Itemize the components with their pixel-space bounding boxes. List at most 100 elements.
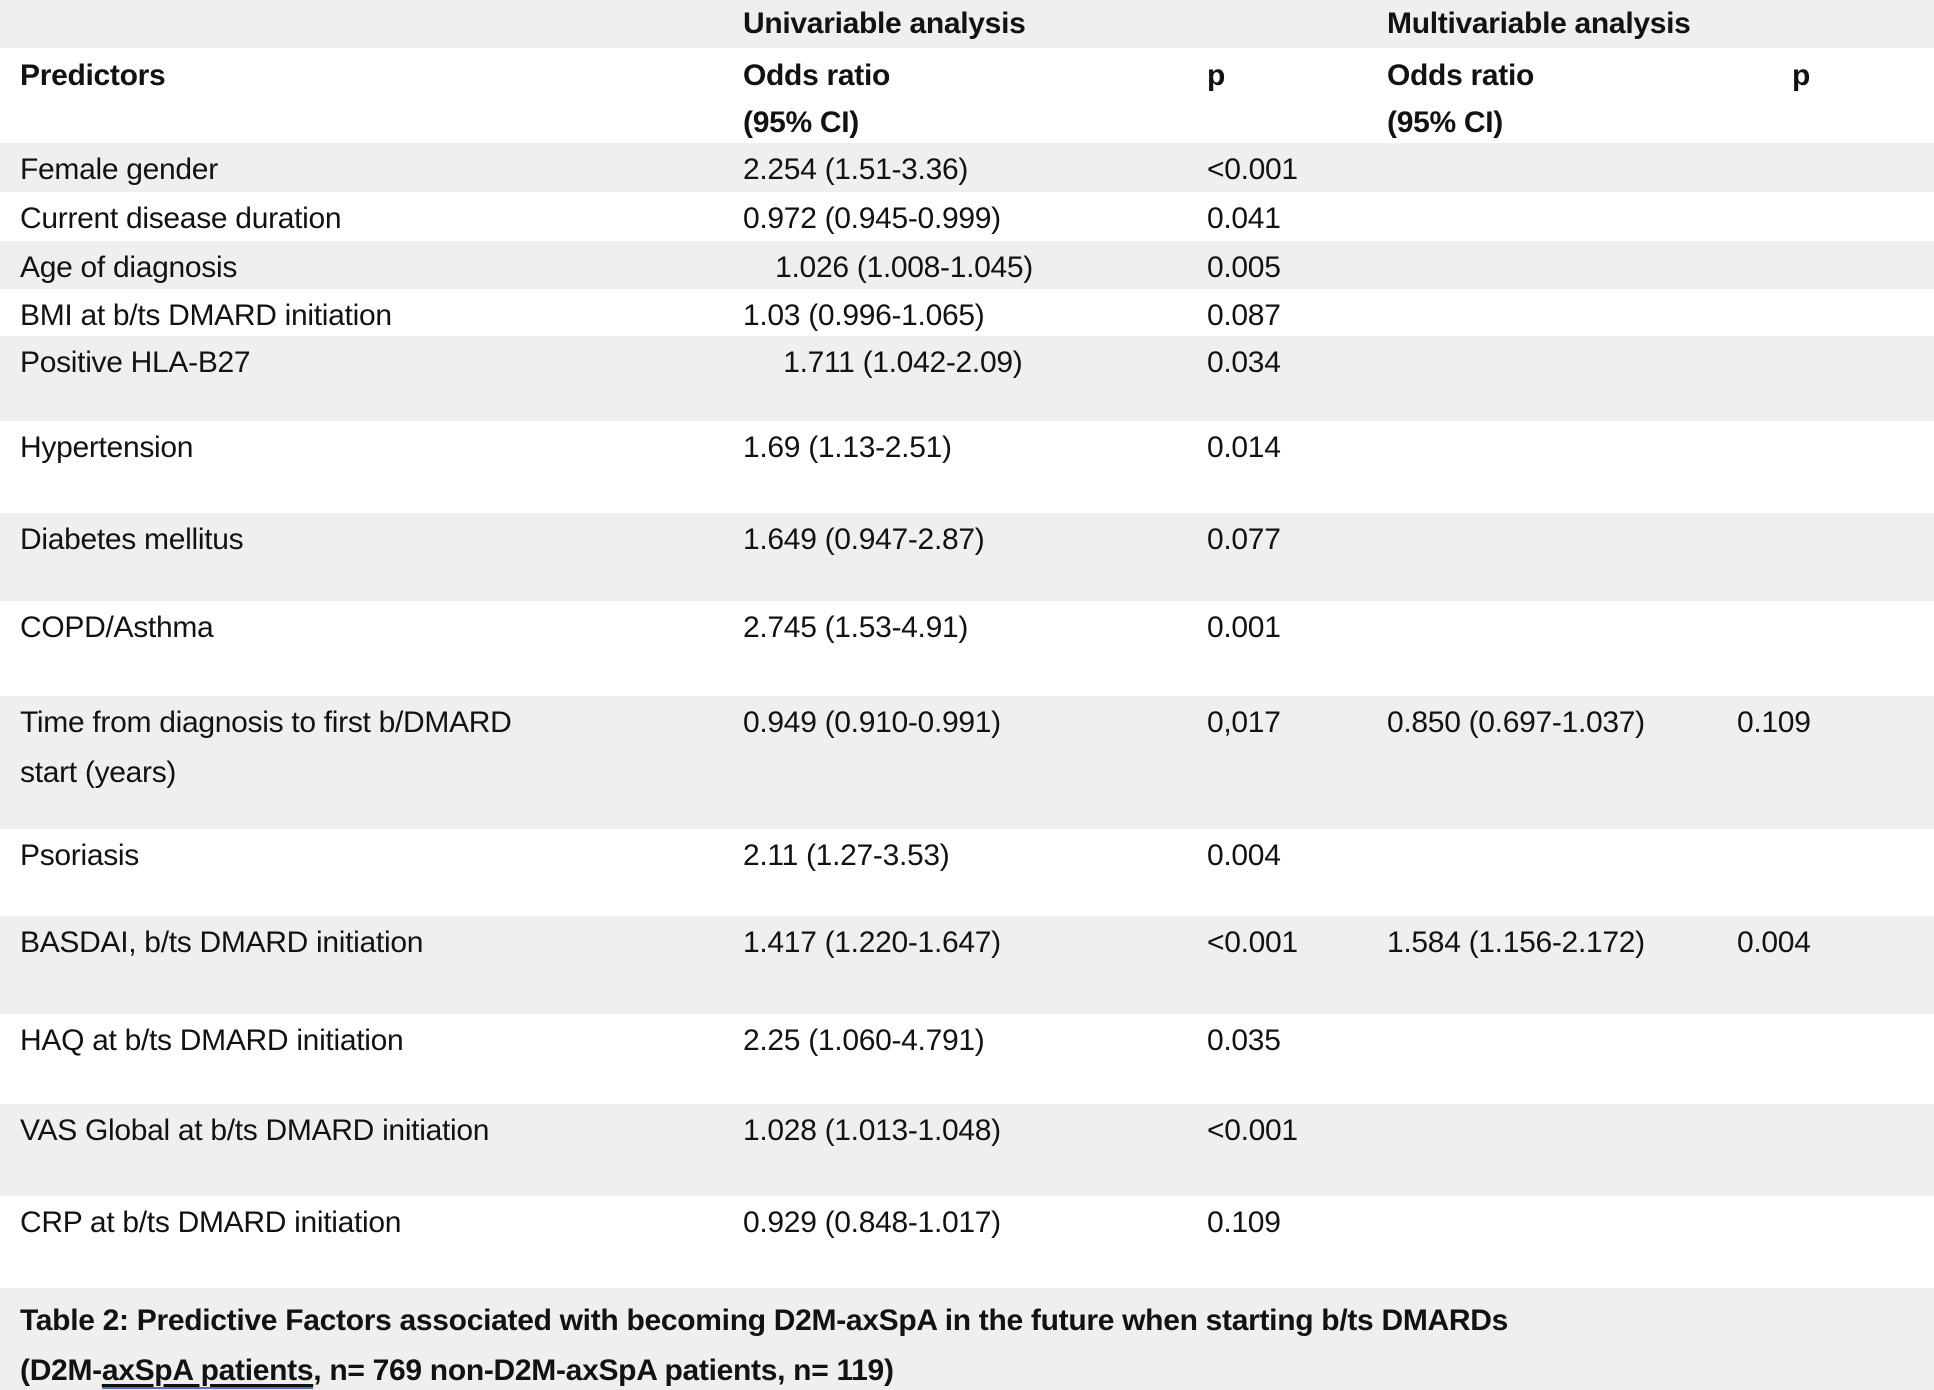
- predictor-cell: Female gender: [20, 153, 218, 186]
- caption-line-2: (D2M-axSpA patients, n= 769 non-D2M-axSp…: [20, 1346, 1914, 1390]
- caption-line2-suffix: , n= 769 non-D2M-axSpA patients, n= 119): [313, 1354, 894, 1387]
- multivariable-p-cell: [1734, 421, 1934, 513]
- multivariable-p-cell: [1734, 336, 1934, 421]
- multivariable-odds-ratio-cell: [1384, 1196, 1734, 1281]
- multivariable-p-cell: [1734, 1014, 1934, 1104]
- table-row: HAQ at b/ts DMARD initiation 2.25 (1.060…: [0, 1014, 1934, 1104]
- multivariable-odds-ratio-cell: [1384, 513, 1734, 601]
- predictor-cell: Diabetes mellitus: [20, 523, 244, 556]
- multivariable-p-cell: [1734, 829, 1934, 916]
- caption-line2-prefix: (D2M-: [20, 1354, 102, 1387]
- analysis-group-header-row: Univariable analysis Multivariable analy…: [0, 0, 1934, 48]
- table-row: COPD/Asthma 2.745 (1.53-4.91) 0.001: [0, 601, 1934, 696]
- univariable-odds-ratio-cell: 1.69 (1.13-2.51): [743, 431, 952, 464]
- univariable-p-cell: 0.005: [1207, 251, 1281, 284]
- univariable-p-column-header: p: [1207, 59, 1226, 92]
- multivariable-odds-ratio-cell: [1384, 192, 1734, 241]
- predictor-cell: Positive HLA-B27: [20, 346, 251, 379]
- univariable-odds-ratio-cell: 1.711 (1.042-2.09): [743, 346, 1023, 379]
- table-body: Female gender 2.254 (1.51-3.36) <0.001 C…: [0, 143, 1934, 1281]
- univariable-p-cell: 0.001: [1207, 611, 1281, 644]
- multivariable-analysis-header: Multivariable analysis: [1387, 7, 1691, 40]
- caption-underlined-term-text: axSpA patients: [101, 1354, 314, 1387]
- multivariable-p-cell: [1734, 143, 1934, 192]
- column-header-row: Predictors Odds ratio (95% CI) p Odds ra…: [0, 48, 1934, 143]
- table-row: Diabetes mellitus 1.649 (0.947-2.87) 0.0…: [0, 513, 1934, 601]
- univariable-p-cell: 0.087: [1207, 299, 1281, 332]
- univariable-odds-ratio-cell: 1.026 (1.008-1.045): [743, 251, 1033, 284]
- table-row: BMI at b/ts DMARD initiation 1.03 (0.996…: [0, 289, 1934, 336]
- predictor-cell: Psoriasis: [20, 839, 139, 872]
- predictor-cell: Age of diagnosis: [20, 251, 238, 284]
- predictor-cell: BMI at b/ts DMARD initiation: [20, 299, 392, 332]
- multivariable-odds-ratio-cell: [1384, 1014, 1734, 1104]
- table-row: Hypertension 1.69 (1.13-2.51) 0.014: [0, 421, 1934, 513]
- univariable-odds-ratio-cell: 2.25 (1.060-4.791): [743, 1024, 985, 1057]
- predictor-cell: Current disease duration: [20, 202, 342, 235]
- table-caption: Table 2: Predictive Factors associated w…: [0, 1288, 1934, 1390]
- univariable-p-cell: <0.001: [1207, 926, 1298, 959]
- univariable-p-cell: <0.001: [1207, 1114, 1298, 1147]
- univariable-odds-ratio-cell: 1.417 (1.220-1.647): [743, 926, 1001, 959]
- predictor-cell: CRP at b/ts DMARD initiation: [20, 1206, 402, 1239]
- univariable-p-cell: 0.041: [1207, 202, 1281, 235]
- univariable-analysis-header: Univariable analysis: [743, 7, 1026, 40]
- univariable-p-cell: <0.001: [1207, 153, 1298, 186]
- table-row: BASDAI, b/ts DMARD initiation 1.417 (1.2…: [0, 916, 1934, 1014]
- multivariable-odds-ratio-cell: [1384, 289, 1734, 336]
- multivariable-p-cell: [1734, 241, 1934, 289]
- univariable-p-cell: 0.034: [1207, 346, 1281, 379]
- multivariable-odds-ratio-cell: [1384, 601, 1734, 696]
- table-row: Time from diagnosis to first b/DMARD sta…: [0, 696, 1934, 829]
- univariable-p-cell: 0.004: [1207, 839, 1281, 872]
- univariable-p-cell: 0.109: [1207, 1206, 1281, 1239]
- multivariable-p-cell: [1734, 601, 1934, 696]
- table-row: Positive HLA-B27 1.711 (1.042-2.09) 0.03…: [0, 336, 1934, 421]
- predictors-column-header: Predictors: [20, 59, 166, 92]
- predictor-cell: COPD/Asthma: [20, 611, 214, 644]
- univariable-odds-ratio-cell: 1.03 (0.996-1.065): [743, 299, 985, 332]
- multivariable-p-column-header: p: [1792, 59, 1811, 92]
- table-row: Psoriasis 2.11 (1.27-3.53) 0.004: [0, 829, 1934, 916]
- multivariable-p-cell: [1734, 1196, 1934, 1281]
- multivariable-odds-ratio-cell: [1384, 143, 1734, 192]
- caption-underlined-term: axSpA patients: [101, 1354, 314, 1390]
- univariable-odds-ratio-cell: 2.745 (1.53-4.91): [743, 611, 969, 644]
- univariable-odds-ratio-cell: 2.254 (1.51-3.36): [743, 153, 969, 186]
- univariable-odds-ratio-cell: 0.949 (0.910-0.991): [743, 706, 1001, 739]
- multivariable-odds-ratio-column-header: Odds ratio (95% CI): [1387, 59, 1535, 139]
- univariable-p-cell: 0,017: [1207, 706, 1281, 739]
- univariable-odds-ratio-cell: 1.649 (0.947-2.87): [743, 523, 985, 556]
- group-header-empty-cell: [1204, 0, 1384, 48]
- univariable-odds-ratio-cell: 1.028 (1.013-1.048): [743, 1114, 1001, 1147]
- predictor-cell: BASDAI, b/ts DMARD initiation: [20, 926, 424, 959]
- univariable-odds-ratio-cell: 0.972 (0.945-0.999): [743, 202, 1001, 235]
- multivariable-odds-ratio-cell: 1.584 (1.156-2.172): [1387, 926, 1645, 959]
- multivariable-odds-ratio-cell: 0.850 (0.697-1.037): [1387, 706, 1645, 739]
- group-header-empty-cell: [1734, 0, 1934, 48]
- multivariable-p-cell: [1734, 1104, 1934, 1196]
- multivariable-odds-ratio-cell: [1384, 829, 1734, 916]
- univariable-p-cell: 0.077: [1207, 523, 1281, 556]
- table-row: Age of diagnosis 1.026 (1.008-1.045) 0.0…: [0, 241, 1934, 289]
- multivariable-p-cell: 0.004: [1737, 926, 1811, 959]
- table-row: Current disease duration 0.972 (0.945-0.…: [0, 192, 1934, 241]
- table-caption-gap: [0, 1281, 1934, 1288]
- multivariable-odds-ratio-cell: [1384, 1104, 1734, 1196]
- univariable-odds-ratio-cell: 0.929 (0.848-1.017): [743, 1206, 1001, 1239]
- group-header-empty-cell: [0, 0, 740, 48]
- caption-line-1: Table 2: Predictive Factors associated w…: [20, 1304, 1509, 1337]
- multivariable-odds-ratio-cell: [1384, 421, 1734, 513]
- univariable-p-cell: 0.035: [1207, 1024, 1281, 1057]
- table-row: VAS Global at b/ts DMARD initiation 1.02…: [0, 1104, 1934, 1196]
- multivariable-p-cell: [1734, 289, 1934, 336]
- table-row: Female gender 2.254 (1.51-3.36) <0.001: [0, 143, 1934, 192]
- multivariable-odds-ratio-cell: [1384, 336, 1734, 421]
- predictor-cell: Hypertension: [20, 431, 194, 464]
- univariable-odds-ratio-cell: 2.11 (1.27-3.53): [743, 839, 950, 872]
- multivariable-p-cell: 0.109: [1737, 706, 1811, 739]
- univariable-p-cell: 0.014: [1207, 431, 1281, 464]
- predictor-cell: HAQ at b/ts DMARD initiation: [20, 1024, 404, 1057]
- multivariable-p-cell: [1734, 513, 1934, 601]
